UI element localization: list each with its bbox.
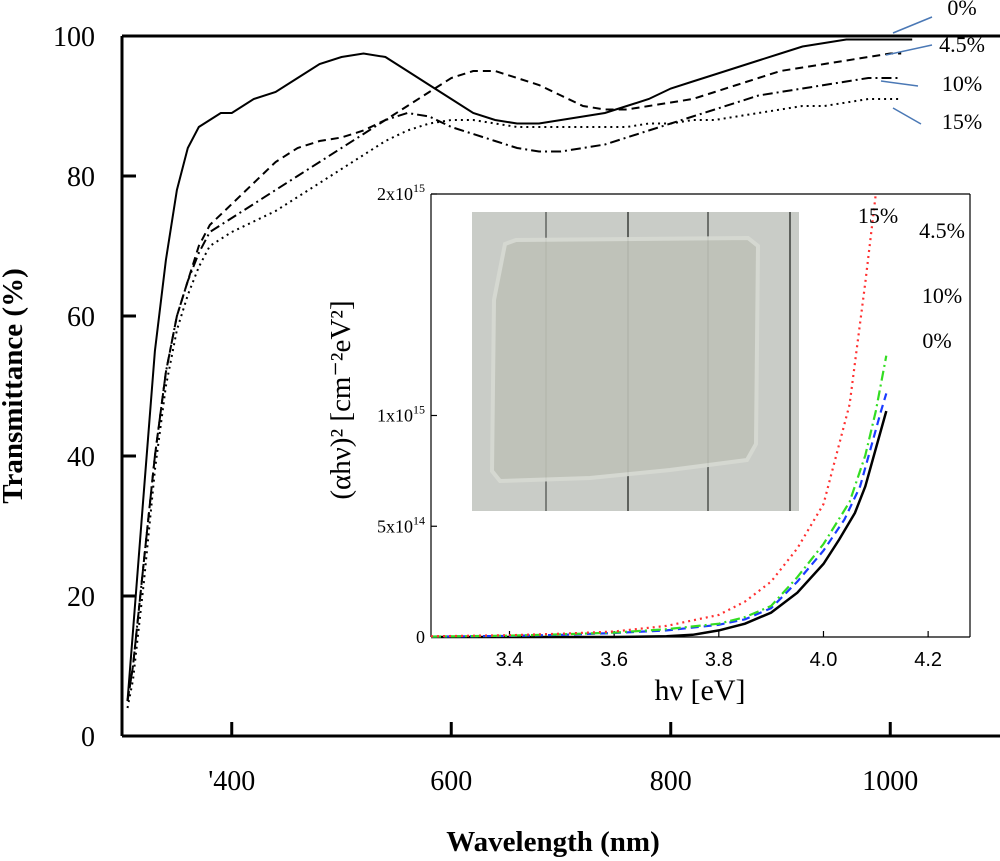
main-x-ticks: '400 600 800 1000 <box>208 722 918 797</box>
main-series-label-15pct: 15% <box>942 109 982 134</box>
inset-series-label-0pct: 0% <box>922 328 951 353</box>
inset-y-tick-label: 2x1015 <box>377 181 425 204</box>
main-y-tick-label: 60 <box>67 302 95 333</box>
main-x-axis-label: Wavelength (nm) <box>446 826 659 858</box>
inset-y-axis-label: (αhν)² [cm⁻²eV²] <box>325 300 357 499</box>
leader-line-15 <box>892 107 922 125</box>
inset-y-tick-label: 0 <box>416 627 425 647</box>
main-series-0pct <box>126 38 913 702</box>
inset-series-label-10pct: 10% <box>922 283 962 308</box>
main-x-tick-label: 600 <box>430 766 472 797</box>
inset-x-tick-label: 3.8 <box>705 649 733 671</box>
main-y-tick-label: 40 <box>67 442 95 473</box>
main-x-tick-label: '400 <box>208 766 255 797</box>
inset-series-labels: 15% 4.5% 10% 0% <box>858 203 965 353</box>
main-series-15pct <box>126 98 902 709</box>
main-y-tick-label: 20 <box>67 582 95 613</box>
inset-series-15pct <box>430 193 877 638</box>
inset-series-0pct <box>431 410 888 639</box>
inset-y-tick-label: 5x1014 <box>377 513 425 536</box>
inset-x-ticks: 3.4 3.6 3.8 4.0 4.2 <box>496 631 942 671</box>
inset-series-4-5pct <box>430 355 888 638</box>
main-y-axis-label: Transmittance (%) <box>0 268 29 503</box>
inset-x-tick-label: 4.0 <box>810 649 838 671</box>
inset-x-axis-label: hν [eV] <box>654 674 745 707</box>
inset-series-group <box>430 193 888 639</box>
inset-photo <box>472 212 799 511</box>
inset-y-tick-exponent: 15 <box>413 181 425 195</box>
main-series-4-5pct <box>126 52 902 702</box>
inset-x-tick-label: 3.4 <box>496 649 524 671</box>
main-axes: '400 600 800 1000 0 20 40 60 80 100 <box>53 22 1000 797</box>
leader-line-0 <box>892 16 933 34</box>
main-series-group <box>126 38 913 709</box>
inset-chart: 3.4 3.6 3.8 4.0 4.2 0 5x1014 1x1015 2x1015 15% 4… <box>325 181 971 707</box>
legend-leader-lines <box>880 16 933 125</box>
inset-y-ticks: 0 5x1014 1x1015 2x1015 <box>377 181 437 647</box>
inset-series-label-4-5pct: 4.5% <box>919 218 965 243</box>
main-series-label-4-5pct: 4.5% <box>939 32 985 57</box>
inset-x-tick-label: 3.6 <box>600 649 628 671</box>
leader-line-10 <box>880 80 919 87</box>
inset-y-tick-exponent: 14 <box>413 513 425 527</box>
inset-y-tick-label: 1x1015 <box>377 403 425 426</box>
inset-series-label-15pct: 15% <box>858 203 898 228</box>
main-series-10pct <box>126 77 902 702</box>
main-y-tick-label: 0 <box>81 722 95 753</box>
main-y-ticks: 0 20 40 60 80 100 <box>53 22 136 753</box>
main-series-label-0pct: 0% <box>947 0 976 20</box>
inset-x-tick-label: 4.2 <box>914 649 942 671</box>
main-x-tick-label: 800 <box>650 766 692 797</box>
inset-y-tick-exponent: 15 <box>413 403 425 417</box>
main-y-tick-label: 80 <box>67 162 95 193</box>
leader-line-4-5 <box>885 44 933 56</box>
main-y-tick-label: 100 <box>53 22 95 53</box>
main-series-labels: 0% 4.5% 10% 15% <box>939 0 985 134</box>
photo-glass-sample <box>489 235 761 484</box>
main-x-tick-label: 1000 <box>862 766 918 797</box>
main-series-label-10pct: 10% <box>942 71 982 96</box>
